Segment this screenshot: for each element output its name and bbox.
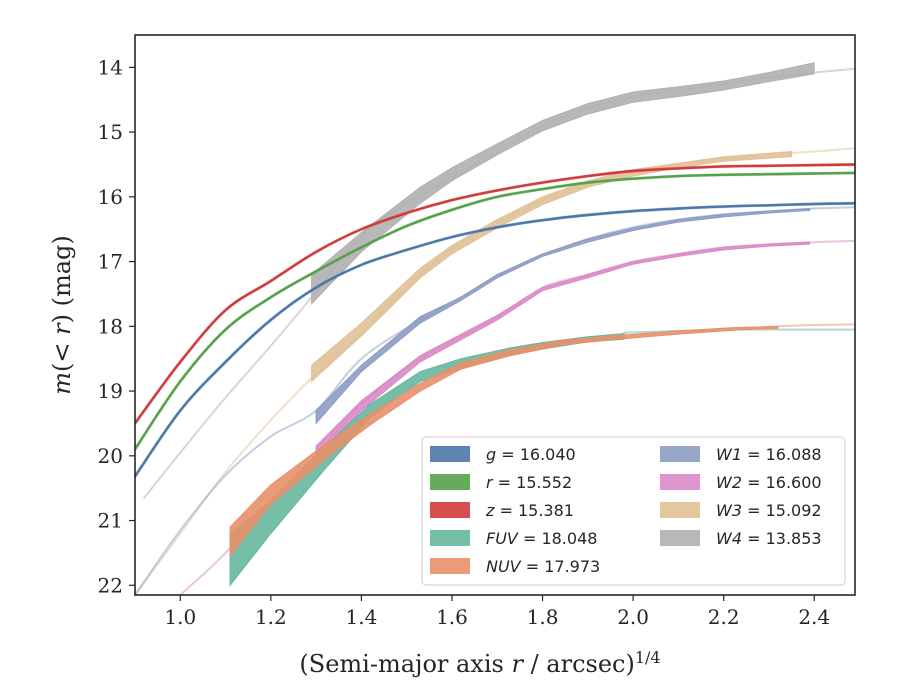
series-g: [135, 201, 855, 478]
x-tick-label: 1.6: [436, 605, 468, 629]
series-z-model-line: [135, 163, 855, 425]
legend-item-w1: W1 = 16.088: [660, 445, 822, 464]
y-axis-ticks: 14 15 16 17 18 19 20 21 22: [98, 55, 135, 597]
series-g-model-halo: [135, 201, 855, 478]
legend: g = 16.040 r = 15.552 z = 15.381 FUV = 18.0…: [421, 436, 846, 586]
x-tick-label: 1.0: [164, 605, 196, 629]
legend-swatch: [430, 558, 470, 574]
legend-label: z = 15.381: [485, 501, 574, 520]
series-w1: [135, 206, 855, 595]
series-r-model-halo: [135, 171, 855, 451]
y-tick-label: 16: [98, 185, 123, 209]
legend-swatch: [660, 502, 700, 518]
x-tick-label: 2.0: [617, 605, 649, 629]
series-r: [135, 171, 855, 451]
series-fuv-band: [229, 332, 625, 587]
legend-item-g: g = 16.040: [430, 445, 576, 464]
legend-label: g = 16.040: [486, 445, 576, 464]
x-axis-label: (Semi-major axis r / arcsec)1/4: [299, 648, 660, 678]
series-nuv: [229, 323, 855, 558]
x-tick-label: 2.2: [708, 605, 740, 629]
y-tick-label: 15: [98, 120, 123, 144]
legend-item-fuv: FUV = 18.048: [430, 529, 597, 548]
legend-label: NUV = 17.973: [486, 557, 600, 576]
legend-item-z: z = 15.381: [430, 501, 574, 520]
legend-label: W1 = 16.088: [716, 445, 822, 464]
x-tick-label: 1.2: [255, 605, 287, 629]
series-w4-band: [311, 62, 815, 305]
legend-label: W2 = 16.600: [716, 473, 822, 492]
legend-label: FUV = 18.048: [486, 529, 597, 548]
legend-swatch: [660, 530, 700, 546]
x-axis-ticks: 1.0 1.2 1.4 1.6 1.8 2.0 2.2 2.4: [164, 595, 830, 629]
y-tick-label: 21: [98, 509, 123, 533]
legend-item-w4: W4 = 13.853: [660, 529, 822, 548]
legend-item-w3: W3 = 15.092: [660, 501, 822, 520]
series-w2-band: [315, 241, 811, 461]
series-w1-band: [315, 207, 811, 425]
x-tick-label: 1.4: [346, 605, 378, 629]
series-w4: [143, 62, 855, 499]
legend-box: [421, 436, 846, 586]
series-r-model-line: [135, 171, 855, 451]
series-w3-band: [311, 150, 793, 383]
y-tick-label: 20: [98, 444, 123, 468]
plot-frame: [134, 34, 856, 596]
legend-swatch: [430, 474, 470, 490]
legend-swatch: [430, 502, 470, 518]
y-tick-label: 17: [98, 250, 123, 274]
y-tick-label: 18: [98, 314, 123, 338]
x-tick-label: 1.8: [527, 605, 559, 629]
y-tick-label: 22: [98, 573, 123, 597]
legend-item-r: r = 15.552: [430, 473, 572, 492]
legend-swatch: [430, 530, 470, 546]
legend-label: W4 = 13.853: [716, 529, 822, 548]
y-tick-label: 14: [98, 55, 123, 79]
legend-swatch: [660, 474, 700, 490]
legend-label: r = 15.552: [486, 473, 572, 492]
series-z-model-halo: [135, 162, 855, 425]
y-tick-label: 19: [98, 379, 123, 403]
legend-item-nuv: NUV = 17.973: [430, 557, 600, 576]
series-z: [135, 162, 855, 425]
series-layer: [135, 62, 855, 595]
legend-swatch: [430, 446, 470, 462]
x-tick-label: 2.4: [798, 605, 830, 629]
legend-swatch: [660, 446, 700, 462]
series-nuv-model-line: [777, 323, 855, 328]
y-axis-label: m(< r) (mag): [48, 235, 76, 395]
legend-items: g = 16.040 r = 15.552 z = 15.381 FUV = 18.0…: [430, 445, 822, 576]
legend-item-w2: W2 = 16.600: [660, 473, 822, 492]
series-nuv-band: [229, 325, 779, 558]
legend-label: W3 = 15.092: [716, 501, 822, 520]
series-g-model-line: [135, 202, 855, 478]
